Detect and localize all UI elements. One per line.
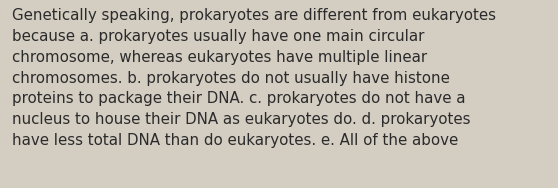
Text: Genetically speaking, prokaryotes are different from eukaryotes
because a. proka: Genetically speaking, prokaryotes are di…: [12, 8, 496, 148]
